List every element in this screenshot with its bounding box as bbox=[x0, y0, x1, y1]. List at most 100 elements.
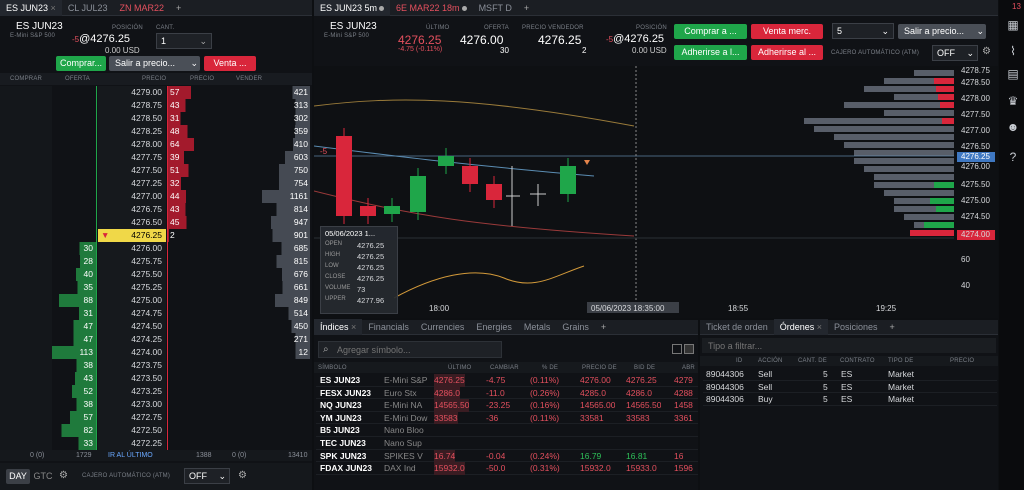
bid-size-cell[interactable]: 31 bbox=[52, 307, 96, 320]
add-tab-icon[interactable]: + bbox=[176, 2, 182, 13]
bid-size-cell[interactable]: 47 bbox=[52, 333, 96, 346]
ask-size-cell[interactable]: 44 bbox=[168, 190, 194, 203]
bid-size-cell[interactable]: 38 bbox=[52, 398, 96, 411]
atm-select[interactable]: OFF ⌄ bbox=[184, 468, 230, 484]
price-cell[interactable]: 4277.25 bbox=[98, 177, 166, 190]
ask-size-cell[interactable] bbox=[168, 281, 188, 294]
bid-size-cell[interactable]: 43 bbox=[52, 372, 96, 385]
bid-size-cell[interactable]: 38 bbox=[52, 359, 96, 372]
price-cell[interactable]: 4277.00 bbox=[98, 190, 166, 203]
buy-cell[interactable] bbox=[0, 307, 52, 320]
ladder-row[interactable]: 4276.75 43 814 bbox=[0, 203, 312, 216]
bid-size-cell[interactable]: 47 bbox=[52, 320, 96, 333]
ask-size-cell[interactable] bbox=[168, 333, 188, 346]
ask-size-cell[interactable]: 2 bbox=[168, 229, 194, 242]
bid-size-cell[interactable]: 28 bbox=[52, 255, 96, 268]
bid-size-cell[interactable]: 113 bbox=[52, 346, 96, 359]
bid-size-cell[interactable] bbox=[52, 216, 96, 229]
users-icon[interactable]: ☻ bbox=[1006, 120, 1020, 134]
exit-at-price-button[interactable]: Salir a precio... ⌄ bbox=[109, 56, 200, 71]
ladder-row[interactable]: 43 4273.50 bbox=[0, 372, 312, 385]
ladder-row[interactable]: 47 4274.25 271 bbox=[0, 333, 312, 346]
ask-size-cell[interactable] bbox=[168, 294, 188, 307]
ladder-row[interactable]: 47 4274.50 450 bbox=[0, 320, 312, 333]
price-cell[interactable]: 4273.75 bbox=[98, 359, 166, 372]
price-cell[interactable]: 4278.00 bbox=[98, 138, 166, 151]
ask-size-cell[interactable] bbox=[168, 372, 188, 385]
buy-at-button[interactable]: Comprar a ... bbox=[674, 24, 747, 39]
buy-cell[interactable] bbox=[0, 424, 52, 437]
price-cell[interactable]: 4276.00 bbox=[98, 242, 166, 255]
buy-cell[interactable] bbox=[0, 320, 52, 333]
tab-es-jun23-5m[interactable]: ES JUN23 5m bbox=[314, 0, 391, 16]
ask-size-cell[interactable]: 51 bbox=[168, 164, 194, 177]
bid-size-cell[interactable] bbox=[52, 138, 96, 151]
buy-cell[interactable] bbox=[0, 99, 52, 112]
order-filter-input[interactable] bbox=[708, 339, 988, 352]
watchlist-row[interactable]: FDAX JUN23 DAX Ind 15932.0 -50.0 (0.31%) 1593… bbox=[316, 462, 698, 475]
sell-button[interactable]: Venta ... bbox=[204, 56, 256, 71]
tab-zn-mar22[interactable]: ZN MAR22 bbox=[114, 0, 171, 16]
buy-cell[interactable] bbox=[0, 190, 52, 203]
watchlist-row[interactable]: NQ JUN23 E-Mini NA 14565.50 -23.25 (0.16%) 14… bbox=[316, 399, 698, 412]
price-cell[interactable]: 4276.25 ▼ bbox=[98, 229, 166, 242]
tab-energies[interactable]: Energies bbox=[476, 322, 512, 332]
price-cell[interactable]: 4274.75 bbox=[98, 307, 166, 320]
bid-size-cell[interactable] bbox=[52, 229, 96, 242]
ladder-row[interactable]: 40 4275.50 676 bbox=[0, 268, 312, 281]
bid-size-cell[interactable] bbox=[52, 203, 96, 216]
ladder-row[interactable]: 4276.25 ▼ 2 901 bbox=[0, 229, 312, 242]
price-cell[interactable]: 4278.75 bbox=[98, 99, 166, 112]
price-cell[interactable]: 4272.50 bbox=[98, 424, 166, 437]
ask-size-cell[interactable] bbox=[168, 268, 188, 281]
go-to-last-button[interactable]: IR AL ÚLTIMO bbox=[108, 452, 153, 459]
ladder-row[interactable]: 4278.50 31 302 bbox=[0, 112, 312, 125]
grid-view-icon[interactable] bbox=[672, 344, 682, 354]
order-row[interactable]: 89044306 Sell 5 ES Market bbox=[703, 368, 997, 381]
bid-size-cell[interactable] bbox=[52, 86, 96, 99]
order-row[interactable]: 89044306 Buy 5 ES Market bbox=[703, 393, 997, 406]
price-cell[interactable]: 4275.75 bbox=[98, 255, 166, 268]
tab-msft-d[interactable]: MSFT D bbox=[473, 0, 518, 16]
bid-size-cell[interactable] bbox=[52, 99, 96, 112]
ladder-row[interactable]: 52 4273.25 bbox=[0, 385, 312, 398]
price-cell[interactable]: 4276.50 bbox=[98, 216, 166, 229]
tab-cl-jul23[interactable]: CL JUL23 bbox=[62, 0, 114, 16]
price-cell[interactable]: 4279.00 bbox=[98, 86, 166, 99]
ladder-row[interactable]: 38 4273.00 bbox=[0, 398, 312, 411]
tab-indices[interactable]: Índices × bbox=[314, 319, 363, 335]
order-row[interactable]: 89044306 Sell 5 ES Market bbox=[703, 381, 997, 394]
buy-button[interactable]: Comprar... bbox=[56, 56, 106, 71]
ask-size-cell[interactable]: 45 bbox=[168, 216, 194, 229]
watchlist-row[interactable]: FESX JUN23 Euro Stx 4286.0 -11.0 (0.26%) 4285… bbox=[316, 386, 698, 400]
bid-size-cell[interactable]: 35 bbox=[52, 281, 96, 294]
buy-cell[interactable] bbox=[0, 86, 52, 99]
price-cell[interactable]: 4275.25 bbox=[98, 281, 166, 294]
ask-size-cell[interactable] bbox=[168, 242, 188, 255]
ask-size-cell[interactable]: 43 bbox=[168, 203, 194, 216]
buy-cell[interactable] bbox=[0, 333, 52, 346]
ask-size-cell[interactable] bbox=[168, 411, 188, 424]
add-tab-icon[interactable]: + bbox=[889, 322, 895, 332]
calendar-icon[interactable]: ▦ bbox=[1007, 18, 1019, 32]
document-icon[interactable]: ▤ bbox=[1007, 67, 1019, 81]
ladder-row[interactable]: 4277.00 44 1161 bbox=[0, 190, 312, 203]
ladder-row[interactable]: 4277.25 32 754 bbox=[0, 177, 312, 190]
watchlist-row[interactable]: TEC JUN23 Nano Sup bbox=[316, 437, 698, 450]
ladder-row[interactable]: 33 4272.25 bbox=[0, 437, 312, 450]
ladder-row[interactable]: 82 4272.50 bbox=[0, 424, 312, 437]
buy-cell[interactable] bbox=[0, 125, 52, 138]
tab-grains[interactable]: Grains bbox=[562, 322, 589, 332]
ask-size-cell[interactable] bbox=[168, 437, 188, 450]
list-view-icon[interactable] bbox=[684, 344, 694, 354]
watchlist-row[interactable]: SPK JUN23 SPIKES V 16.74 -0.04 (0.24%) 16.79 1… bbox=[316, 449, 698, 463]
ladder-row[interactable]: 4278.00 64 410 bbox=[0, 138, 312, 151]
close-icon[interactable]: × bbox=[816, 322, 823, 332]
close-icon[interactable]: × bbox=[50, 2, 56, 13]
ask-size-cell[interactable]: 32 bbox=[168, 177, 194, 190]
tab-orders[interactable]: Órdenes × bbox=[773, 319, 829, 335]
price-cell[interactable]: 4272.75 bbox=[98, 411, 166, 424]
ask-size-cell[interactable] bbox=[168, 359, 188, 372]
buy-cell[interactable] bbox=[0, 151, 52, 164]
watchlist-row[interactable]: B5 JUN23 Nano Bloo bbox=[316, 424, 698, 437]
